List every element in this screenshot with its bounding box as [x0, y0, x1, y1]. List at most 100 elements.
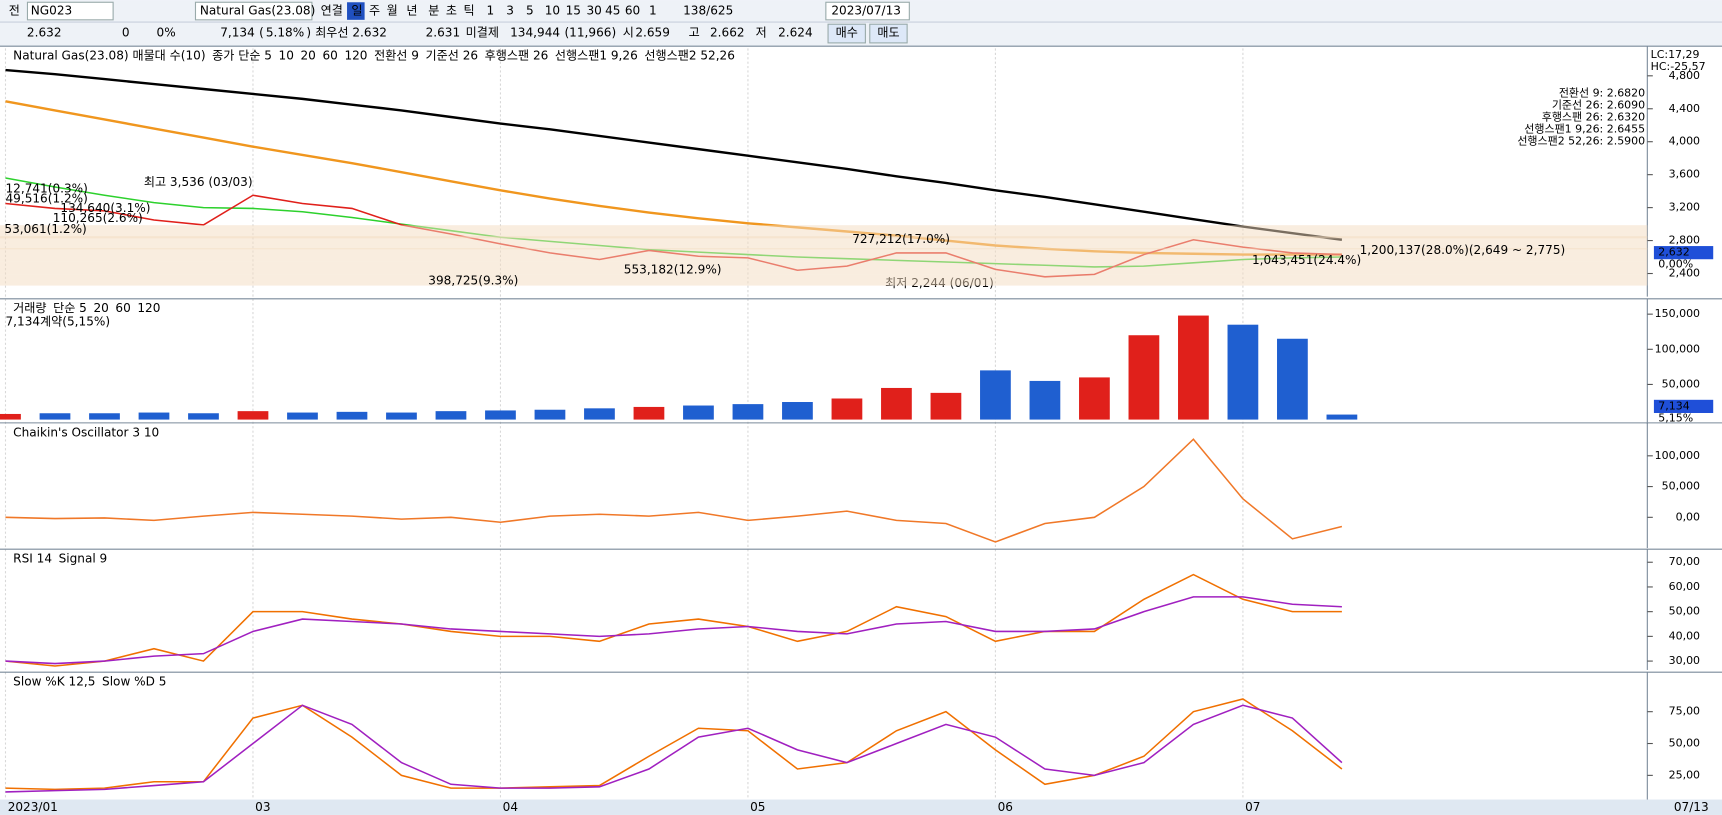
volume-bar	[831, 398, 863, 420]
sell-button[interactable]	[869, 23, 908, 44]
profile-band	[0, 248, 1648, 262]
profile-label: 12,741(0.3%)	[5, 181, 87, 195]
change-tag: 5,15%	[1658, 411, 1693, 424]
toolbar-item: 초	[446, 4, 457, 18]
volume-bar	[89, 413, 120, 420]
x-tick-label: 04	[503, 800, 518, 814]
legend-item: Slow %K 12,5	[13, 675, 95, 689]
y-tick-label: 4,000	[1669, 135, 1700, 148]
profile-label: 110,265(2.6%)	[53, 211, 143, 225]
volume-bar	[980, 370, 1011, 420]
legend-item: 거래량	[13, 301, 46, 315]
volume-bar	[1029, 380, 1061, 420]
toolbar-item: 전	[9, 4, 20, 18]
legend-item: Chaikin's Oscillator 3 10	[13, 425, 159, 439]
quote-item: 매도	[877, 26, 899, 40]
y-tick-label: 0,00	[1676, 510, 1700, 523]
x-end-label: 07/13	[1674, 800, 1709, 814]
legend-item: RSI 14	[13, 552, 52, 566]
legend-item: Slow %D 5	[102, 675, 166, 689]
quote-item: )	[306, 26, 311, 40]
y-tick-label: 75,00	[1669, 705, 1700, 718]
y-tick-label: 2,800	[1669, 234, 1700, 247]
quote-item: 0%	[157, 26, 176, 40]
volume-bar	[584, 408, 615, 420]
quote-item: 미결제	[466, 26, 499, 40]
quote-item: 2.662	[710, 26, 745, 40]
legend-item: 120	[137, 301, 160, 315]
y-tick-label: 4,400	[1669, 102, 1700, 115]
toolbar-item: 15	[566, 4, 581, 18]
x-tick-label: 2023/01	[8, 800, 58, 814]
toolbar-item: 1	[649, 4, 657, 18]
y-tick-label: 50,00	[1669, 737, 1700, 750]
quote-item: 저	[756, 26, 767, 40]
y-tick-label: 50,00	[1669, 605, 1700, 618]
toolbar-item: 5	[526, 4, 534, 18]
indicator-value: 선행스팬2 52,26: 2.5900	[1517, 135, 1645, 148]
volume-bar	[435, 411, 467, 420]
volume-bar	[782, 402, 813, 420]
legend-item: 후행스팬 26	[485, 48, 549, 63]
profile-label: 1,043,451(24.4%)	[1252, 253, 1361, 267]
change-tag: 0,00%	[1658, 258, 1693, 271]
quote-item: 최우선 2.632	[315, 26, 387, 40]
indicator-value: HC:-25,57	[1651, 60, 1706, 73]
volume-bar	[1128, 335, 1160, 420]
quote-item: 2.659	[635, 26, 670, 40]
volume-bar	[386, 412, 417, 420]
x-tick-label: 03	[255, 800, 270, 814]
quote-item: 2.631	[426, 26, 461, 40]
legend-item: 단순 5	[53, 301, 87, 315]
toolbar-item: 연결	[321, 4, 343, 18]
y-tick-label: 50,000	[1662, 377, 1700, 390]
volume-bar	[138, 412, 170, 420]
legend-item: 선행스팬2 52,26	[644, 48, 735, 63]
series-line	[5, 438, 1343, 543]
indicator-value: 선행스팬1 9,26: 2.6455	[1524, 123, 1645, 136]
legend-item: Signal 9	[59, 552, 108, 566]
volume-bar	[39, 413, 71, 420]
price-tag-bg	[1653, 246, 1714, 260]
legend-item: 기준선 26	[426, 49, 479, 63]
series-line	[5, 596, 1342, 665]
day-button-active[interactable]	[347, 2, 365, 20]
date-box[interactable]	[825, 1, 910, 21]
legend-item: 전환선 9	[374, 49, 419, 63]
toolbar-item: 일	[351, 4, 362, 18]
y-tick-label: 25,00	[1669, 768, 1700, 781]
x-tick-label: 05	[750, 800, 765, 814]
volume-bar	[881, 387, 912, 420]
legend-item: 60	[322, 49, 337, 63]
toolbar-item: NG023	[31, 4, 72, 18]
volume-bar	[188, 413, 219, 420]
x-tick-label: 07	[1245, 800, 1260, 814]
quote-item: 시	[623, 26, 634, 40]
toolbar-item: 주	[369, 4, 380, 18]
profile-label: 727,212(17.0%)	[852, 232, 950, 246]
quote-item: 7,134	[220, 26, 255, 40]
price-tag: 2,632	[1658, 246, 1689, 259]
name-box[interactable]	[194, 1, 313, 21]
symbol-box[interactable]	[26, 1, 114, 21]
legend-item: 종가 단순 5	[212, 49, 272, 63]
buy-button[interactable]	[827, 23, 866, 44]
y-tick-label: 60,00	[1669, 580, 1700, 593]
toolbar-item: 30	[586, 4, 601, 18]
toolbar-item: 138/625	[683, 4, 733, 18]
profile-band	[0, 225, 1648, 239]
legend-item: 120	[344, 49, 367, 63]
volume-bar	[930, 392, 962, 420]
y-tick-label: 100,000	[1655, 449, 1700, 462]
toolbar-item: 월	[387, 4, 398, 18]
y-tick-label: 50,000	[1662, 480, 1700, 493]
volume-bar	[0, 413, 21, 420]
quote-item: (	[259, 26, 264, 40]
profile-label: 49,516(1.2%)	[5, 191, 87, 205]
profile-band	[0, 274, 1648, 286]
x-tick-label: 06	[998, 800, 1013, 814]
profile-label: 398,725(9.3%)	[428, 274, 518, 288]
toolbar-item: 년	[406, 4, 417, 18]
toolbar-item: 60	[625, 4, 640, 18]
quote-item: (11,966)	[564, 26, 616, 40]
